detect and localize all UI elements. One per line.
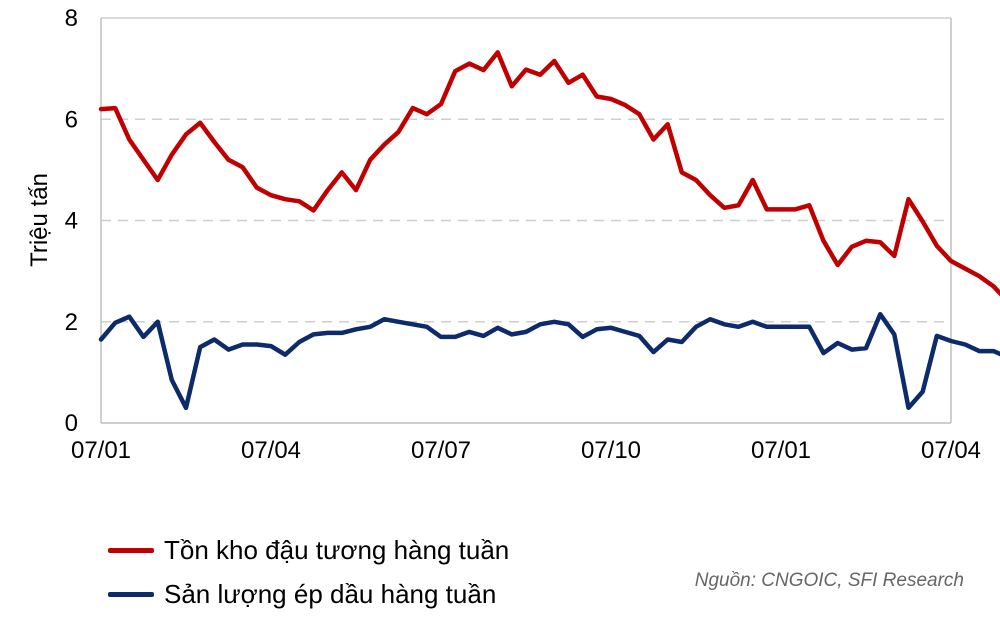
x-tick-label: 07/07 <box>411 437 471 464</box>
x-tick-label: 07/10 <box>581 437 641 464</box>
y-tick-label: 8 <box>65 5 78 32</box>
line-chart: 0 2 4 6 8 07/01 07/04 07/07 07/10 07/01 07/04 Tri… <box>26 5 1000 464</box>
x-tick-label: 07/04 <box>241 437 301 464</box>
x-tick-label: 07/01 <box>751 437 811 464</box>
source-note: Nguồn: CNGOIC, SFI Research <box>694 570 964 591</box>
series-line-0 <box>98 50 1000 297</box>
legend-swatch-crush <box>108 591 154 597</box>
legend: Tồn kho đậu tương hàng tuần Sản lượng ép… <box>108 528 509 616</box>
gridlines <box>101 17 952 424</box>
y-tick-label: 0 <box>65 410 78 437</box>
legend-swatch-inventory <box>108 547 154 553</box>
x-tick-label: 07/04 <box>921 437 981 464</box>
y-axis-label: Triệu tấn <box>26 173 53 267</box>
y-tick-label: 4 <box>65 208 78 235</box>
legend-label-crush: Sản lượng ép dầu hàng tuần <box>164 578 497 609</box>
x-axis-ticks: 07/01 07/04 07/07 07/10 07/01 07/04 <box>71 437 981 464</box>
y-axis-ticks: 0 2 4 6 8 <box>65 5 78 437</box>
y-tick-label: 2 <box>65 309 78 336</box>
series-layer <box>98 50 1000 411</box>
legend-label-inventory: Tồn kho đậu tương hàng tuần <box>164 534 510 565</box>
legend-item-inventory: Tồn kho đậu tương hàng tuần <box>108 528 509 572</box>
x-tick-label: 07/01 <box>71 437 131 464</box>
y-tick-label: 6 <box>65 106 78 133</box>
series-line-1 <box>98 311 1000 411</box>
legend-item-crush: Sản lượng ép dầu hàng tuần <box>108 572 509 616</box>
